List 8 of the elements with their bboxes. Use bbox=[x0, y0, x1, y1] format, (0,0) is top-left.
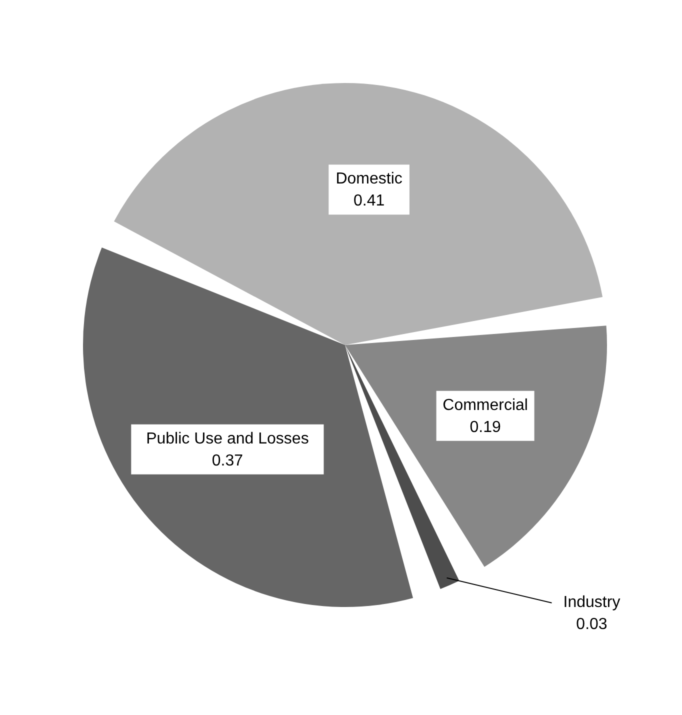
data-label: 0.41 bbox=[353, 192, 385, 210]
slice-label: Domestic bbox=[336, 170, 402, 188]
slice-label: Industry bbox=[563, 594, 620, 611]
data-label: 0.37 bbox=[212, 452, 244, 470]
slice-label: Public Use and Losses bbox=[146, 430, 309, 448]
data-label: 0.03 bbox=[576, 616, 608, 633]
slice-label: Commercial bbox=[442, 396, 528, 414]
data-label: 0.19 bbox=[470, 418, 501, 436]
